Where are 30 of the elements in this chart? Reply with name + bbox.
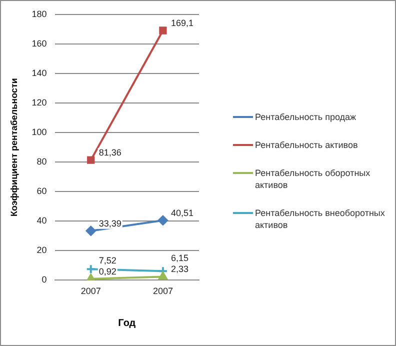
legend-label: Рентабельность оборотных активов [255,167,372,191]
data-label: 2,33 [170,264,188,274]
point [159,26,167,34]
data-label: 169,1 [170,18,194,28]
legend-label: Рентабельность внеоборотных активов [255,207,386,231]
data-label: 0,92 [98,266,116,276]
x-axis-title: Год [118,318,136,329]
point [86,226,96,236]
y-tick-label: 0 [42,274,47,285]
x-tick-label: 2007 [152,286,173,296]
y-tick-label: 180 [32,8,47,19]
data-label: 40,51 [170,208,194,218]
y-tick-label: 60 [36,186,47,196]
y-axis-title: Коэффициент рентабельности [8,78,19,217]
legend-label: Рентабельность активов [255,139,358,151]
y-tick-label: 160 [32,38,47,48]
data-label: 81,36 [98,148,122,158]
x-tick-label: 2007 [80,286,101,296]
y-tick-label: 80 [36,156,47,167]
y-tick-label: 100 [32,127,47,138]
point [87,156,95,164]
y-tick-label: 120 [32,97,47,108]
y-tick-label: 20 [36,245,47,256]
legend-label: Рентабельность продаж [255,111,356,123]
y-tick-label: 140 [32,68,47,78]
point [158,215,168,226]
data-label: 33,39 [98,218,122,228]
y-tick-label: 40 [36,216,47,226]
data-label: 7,52 [98,255,116,266]
data-label: 6,15 [170,253,188,264]
